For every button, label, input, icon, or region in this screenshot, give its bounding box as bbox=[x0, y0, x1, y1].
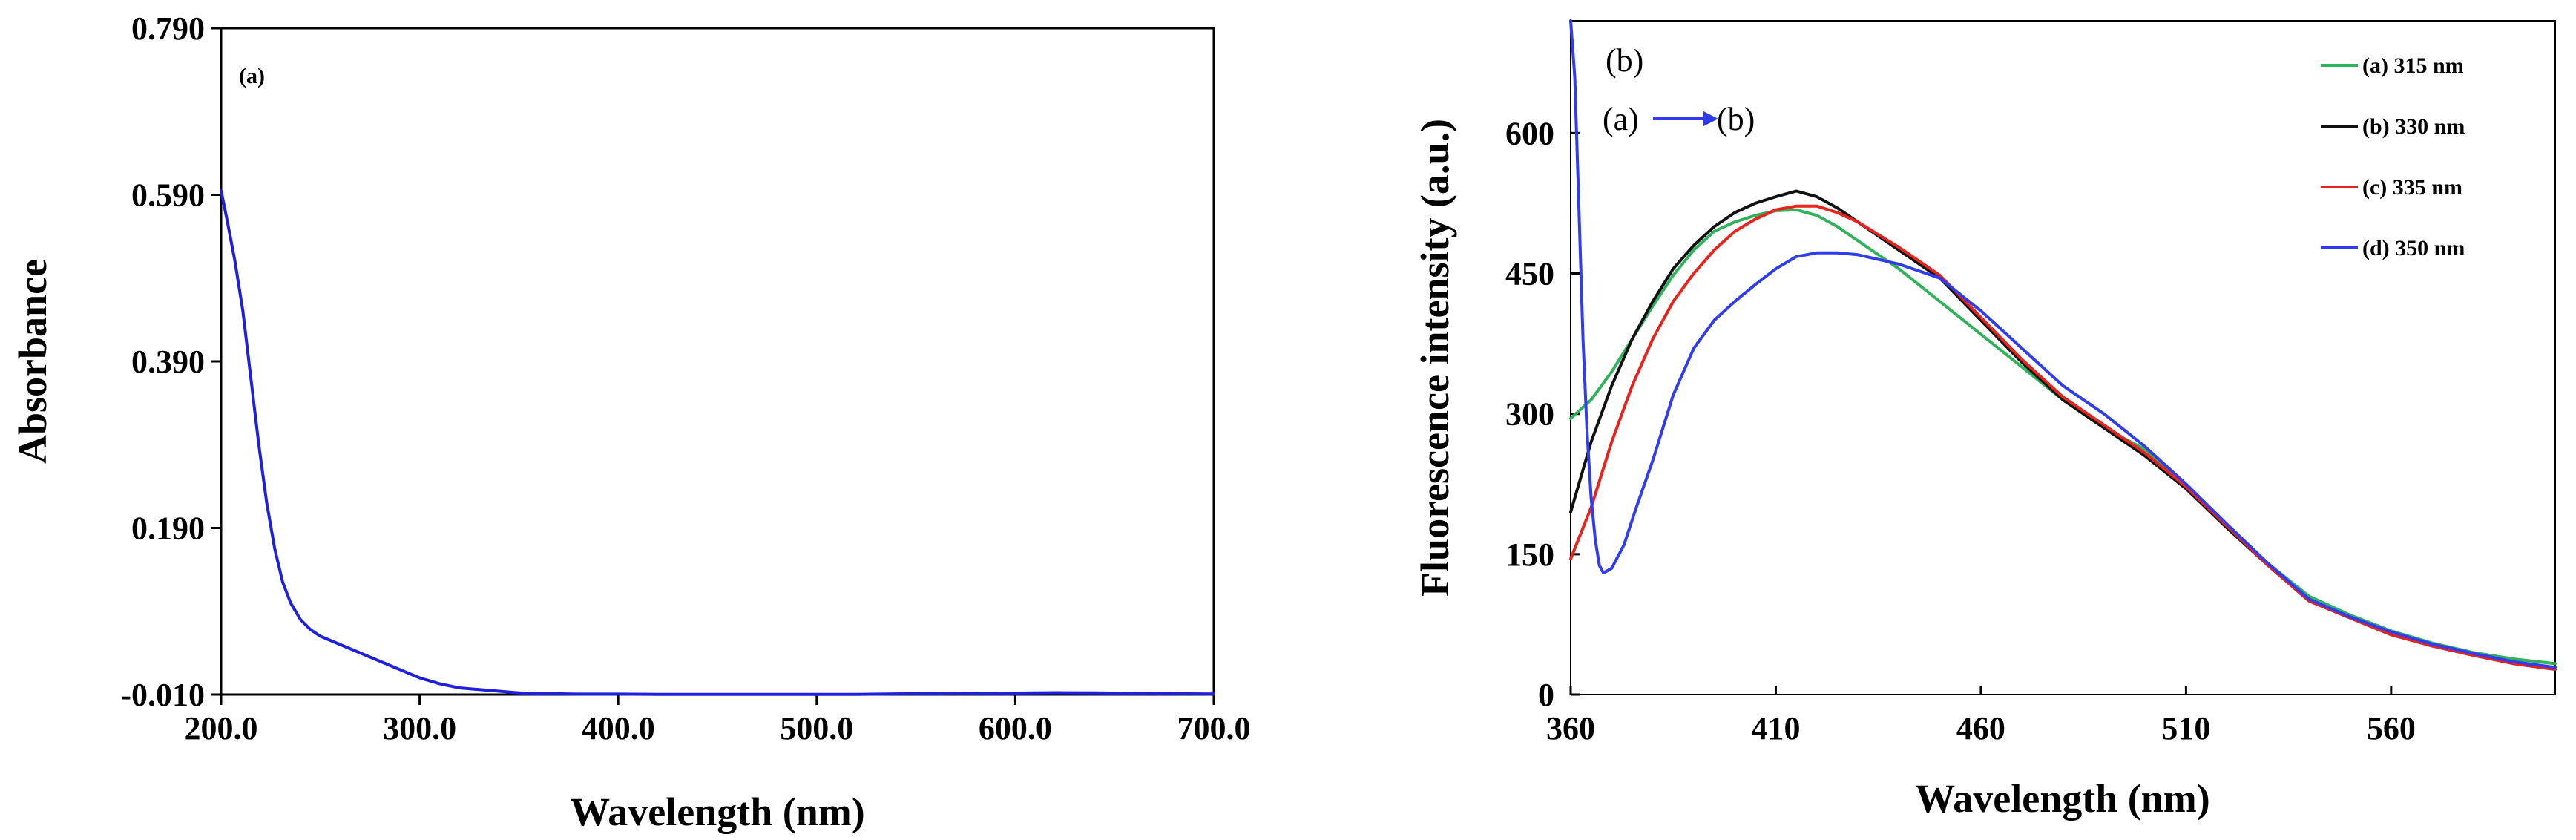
legend-label-1: (a) 315 nm bbox=[2362, 53, 2464, 78]
x-tick-label: 200.0 bbox=[185, 710, 258, 747]
series-line-1 bbox=[1569, 208, 2557, 666]
y-tick-label: 0.390 bbox=[131, 344, 205, 380]
x-tick-label: 500.0 bbox=[780, 710, 853, 747]
axis-ticks-b: 360 410 460 510 560 0 150 300 450 600 bbox=[1505, 115, 2416, 747]
series-line-4 bbox=[1569, 19, 2557, 669]
x-tick-label: 560 bbox=[2367, 710, 2416, 747]
y-tick-label: 0.590 bbox=[131, 177, 205, 214]
series-group-a bbox=[220, 188, 1215, 696]
panel-label-a: (a) bbox=[239, 64, 265, 88]
excitation-arrow-annotation: (a) (b) bbox=[1603, 101, 1755, 137]
y-tick-label: -0.010 bbox=[120, 677, 205, 713]
panel-label-b: (b) bbox=[1606, 42, 1643, 79]
fluorescence-chart: 360 410 460 510 560 0 150 300 450 600 (b) (a) (b)… bbox=[1413, 19, 2557, 821]
arrow-head bbox=[1703, 111, 1718, 126]
legend-label-3: (c) 335 nm bbox=[2362, 175, 2462, 200]
x-tick-label: 460 bbox=[1956, 710, 2005, 747]
legend: (a) 315 nm (b) 330 nm (c) 335 nm (d) 350 nm bbox=[2321, 53, 2465, 260]
y-tick-label: 0.190 bbox=[131, 511, 205, 547]
y-axis-title-b: Fluorescence intensity (a.u.) bbox=[1413, 119, 1457, 597]
arrow-from-label: (a) bbox=[1603, 101, 1639, 137]
arrow-to-label: (b) bbox=[1717, 101, 1755, 137]
plot-area-frame-a bbox=[220, 27, 1215, 696]
y-tick-label: 0 bbox=[1538, 677, 1554, 713]
series-line-1 bbox=[220, 188, 1215, 696]
axis-ticks-a: 200.0 300.0 400.0 500.0 600.0 700.0 -0.010 0.19… bbox=[120, 10, 1250, 747]
legend-label-4: (d) 350 nm bbox=[2362, 236, 2465, 260]
absorbance-chart: 200.0 300.0 400.0 500.0 600.0 700.0 -0.010 0.19… bbox=[10, 10, 1251, 834]
x-axis-title-a: Wavelength (nm) bbox=[570, 790, 865, 834]
y-axis-title-a: Absorbance bbox=[10, 259, 55, 464]
x-axis-title-b: Wavelength (nm) bbox=[1915, 776, 2210, 821]
series-group-b bbox=[1569, 19, 2557, 671]
x-tick-label: 600.0 bbox=[979, 710, 1052, 747]
y-tick-label: 300 bbox=[1505, 396, 1554, 433]
x-tick-label: 360 bbox=[1546, 710, 1595, 747]
x-tick-label: 410 bbox=[1751, 710, 1800, 747]
y-tick-label: 600 bbox=[1505, 115, 1554, 151]
x-tick-label: 400.0 bbox=[582, 710, 655, 747]
x-tick-label: 700.0 bbox=[1177, 710, 1251, 747]
y-tick-label: 0.790 bbox=[131, 10, 205, 47]
x-tick-label: 510 bbox=[2161, 710, 2210, 747]
x-tick-label: 300.0 bbox=[383, 710, 456, 747]
legend-label-2: (b) 330 nm bbox=[2362, 114, 2465, 139]
plot-area-frame-b bbox=[1570, 20, 2556, 695]
y-tick-label: 450 bbox=[1505, 256, 1554, 292]
y-tick-label: 150 bbox=[1505, 537, 1554, 573]
